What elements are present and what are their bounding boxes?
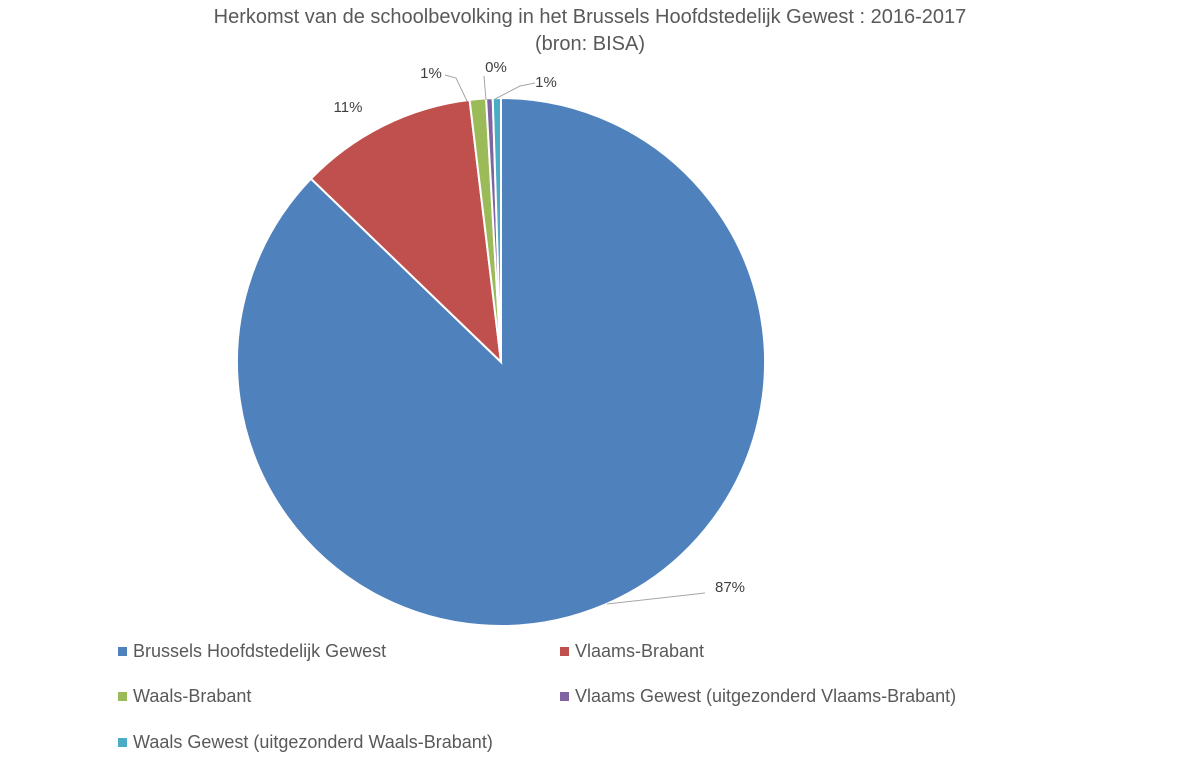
legend-swatch (118, 647, 127, 656)
legend-item: Waals-Brabant (118, 686, 251, 707)
chart-title: Herkomst van de schoolbevolking in het B… (213, 6, 967, 28)
pie-slice-2 (309, 98, 503, 365)
data-label-1: 87% (715, 579, 745, 596)
legend-item: Vlaams Gewest (uitgezonderd Vlaams-Braba… (560, 686, 956, 707)
legend-item: Vlaams-Brabant (560, 641, 704, 662)
legend-item: Waals Gewest (uitgezonderd Waals-Brabant… (118, 732, 493, 753)
leader-line-3 (444, 74, 468, 102)
data-label-5: 1% (535, 74, 557, 91)
legend-swatch (118, 692, 127, 701)
leader-line-1 (606, 592, 706, 605)
leader-line-4 (483, 75, 487, 101)
legend-item: Brussels Hoofdstedelijk Gewest (118, 641, 386, 662)
data-label-3: 1% (420, 65, 442, 82)
pie-slice-1 (236, 96, 766, 627)
legend-swatch (560, 692, 569, 701)
data-label-2: 11% (334, 99, 363, 116)
chart-title-block: Herkomst van de schoolbevolking in het B… (0, 4, 1180, 58)
chart-subtitle: (bron: BISA) (534, 33, 646, 55)
legend-swatch (560, 647, 569, 656)
legend-label: Vlaams Gewest (uitgezonderd Vlaams-Braba… (575, 686, 957, 706)
legend-label: Vlaams-Brabant (575, 641, 705, 661)
leader-line-5 (494, 82, 536, 100)
data-label-4: 0% (485, 59, 507, 76)
legend-label: Brussels Hoofdstedelijk Gewest (133, 641, 387, 661)
legend-label: Waals-Brabant (133, 686, 252, 706)
legend-label: Waals Gewest (uitgezonderd Waals-Brabant… (133, 732, 493, 752)
legend-swatch (118, 738, 127, 747)
